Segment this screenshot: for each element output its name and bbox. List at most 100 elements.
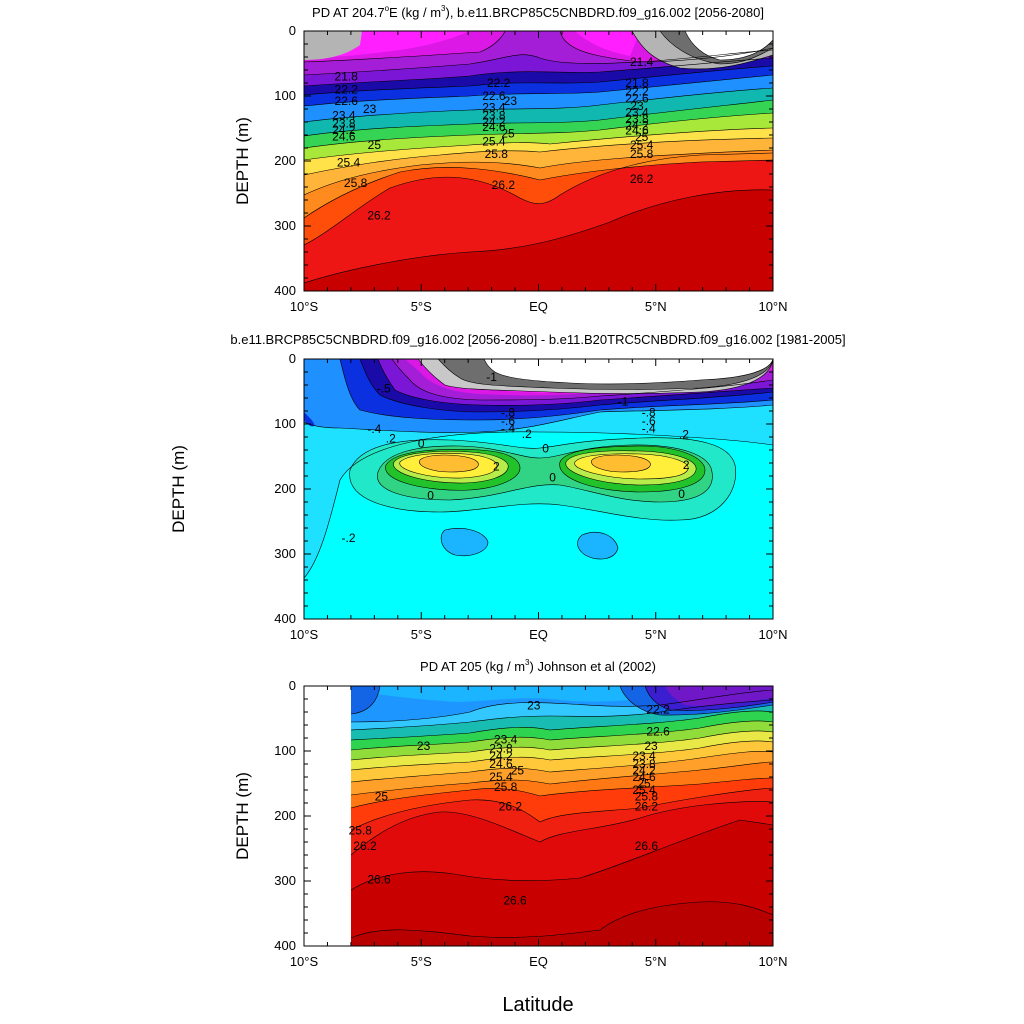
contour-label: 25 <box>501 127 515 141</box>
contour-label: 23 <box>363 102 377 116</box>
contour-label: 0 <box>427 489 434 503</box>
contour-label: 23 <box>630 99 644 113</box>
contour-label: -.4 <box>501 422 515 436</box>
contour-label: 23 <box>527 699 541 713</box>
contour-label: 24.2 <box>632 764 656 778</box>
panel-1-plot: 21.822.222.62323.423.824.224.62525.425.8… <box>304 31 773 291</box>
panel-3-ylabel: DEPTH (m) <box>233 772 252 860</box>
contour-label: 23.4 <box>482 101 506 115</box>
x-tick-label: 5°S <box>411 299 432 314</box>
contour-label: .2 <box>386 431 396 445</box>
y-tick-label: 0 <box>289 351 296 366</box>
panel-2: b.e11.BRCP85C5CNBDRD.f09_g16.002 [2056-2… <box>169 332 846 642</box>
contour-label: 23.8 <box>489 741 513 755</box>
panel-2-ylabel: DEPTH (m) <box>169 445 188 533</box>
y-tick-label: 0 <box>289 678 296 693</box>
x-tick-label: EQ <box>529 627 548 642</box>
contour-label: 26.6 <box>503 894 527 908</box>
contour-label: 25 <box>368 138 382 152</box>
contour-label: 25.4 <box>632 783 656 797</box>
contour-label: 25.4 <box>482 135 506 149</box>
contour-label: 24.2 <box>332 123 356 137</box>
contour-label: 2 <box>683 458 690 472</box>
contour-label: 22.6 <box>646 725 670 739</box>
contour-label: 23.4 <box>625 105 649 119</box>
panel-1-ylabel: DEPTH (m) <box>233 117 252 205</box>
contour-label: 25 <box>637 777 651 791</box>
y-tick-label: 400 <box>274 611 296 626</box>
contour-label: 23 <box>417 739 431 753</box>
contour-label: -.4 <box>367 422 381 436</box>
contour-label: -1 <box>618 394 629 408</box>
x-tick-label: 5°N <box>645 954 667 969</box>
contour-label: 21.8 <box>335 70 359 84</box>
contour-label: -1 <box>486 370 497 384</box>
contour-label: 22.6 <box>482 89 506 103</box>
panel-3-title: PD AT 205 (kg / m3) Johnson et al (2002) <box>420 658 656 674</box>
contour-label: 25.4 <box>489 770 513 784</box>
contour-label: 0 <box>549 470 556 484</box>
contour-label: 23.8 <box>332 116 356 130</box>
contour-label: 0 <box>678 487 685 501</box>
contour-label: 0 <box>542 442 549 456</box>
y-tick-label: 200 <box>274 808 296 823</box>
contour-label: 22.2 <box>335 83 359 97</box>
contour-label: 25.8 <box>344 176 368 190</box>
panel-1-axes: 10°S 5°S EQ 5°N 10°N 0 100 200 300 400 <box>274 23 787 314</box>
x-tick-label: 5°N <box>645 299 667 314</box>
y-tick-label: 300 <box>274 873 296 888</box>
panel-2-title: b.e11.BRCP85C5CNBDRD.f09_g16.002 [2056-2… <box>230 332 845 347</box>
contour-label: 25 <box>635 130 649 144</box>
contour-label: 25.8 <box>349 823 373 837</box>
contour-label: 23.8 <box>482 109 506 123</box>
y-tick-label: 100 <box>274 88 296 103</box>
x-tick-label: 5°S <box>411 954 432 969</box>
y-tick-label: 200 <box>274 481 296 496</box>
contour-label: 26.6 <box>367 873 391 887</box>
x-tick-label: 10°N <box>758 954 787 969</box>
contour-label: 25 <box>511 764 525 778</box>
contour-label: 23 <box>504 94 518 108</box>
y-tick-label: 400 <box>274 938 296 953</box>
y-tick-label: 300 <box>274 546 296 561</box>
x-tick-label: 5°S <box>411 627 432 642</box>
panel-1: PD AT 204.7oE (kg / m3), b.e11.BRCP85C5C… <box>233 4 788 314</box>
contour-label: 24.2 <box>482 115 506 129</box>
contour-label: 26.6 <box>635 839 659 853</box>
panel-1-title: PD AT 204.7oE (kg / m3), b.e11.BRCP85C5C… <box>312 4 764 20</box>
y-tick-label: 0 <box>289 23 296 38</box>
contour-label: 24.6 <box>632 770 656 784</box>
contour-label: 2 <box>493 459 500 473</box>
x-tick-label: 10°S <box>290 627 319 642</box>
y-tick-label: 100 <box>274 743 296 758</box>
contour-label: 26.2 <box>353 839 377 853</box>
x-tick-label: 5°N <box>645 627 667 642</box>
contour-label: 23 <box>644 739 658 753</box>
contour-label: 24.6 <box>332 129 356 143</box>
contour-label: 26.2 <box>630 172 654 186</box>
x-tick-label: EQ <box>529 954 548 969</box>
contour-label: 23.4 <box>494 732 518 746</box>
y-tick-label: 200 <box>274 153 296 168</box>
contour-label: 25.8 <box>485 147 509 161</box>
contour-label: 26.2 <box>367 209 391 223</box>
contour-label: 22.2 <box>625 84 649 98</box>
contour-label: -.6 <box>642 414 656 428</box>
contour-label: .2 <box>679 427 689 441</box>
contour-label: 25.4 <box>337 155 361 169</box>
x-tick-label: 10°S <box>290 954 319 969</box>
contour-label: 23.4 <box>632 749 656 763</box>
contour-label: -.2 <box>342 531 356 545</box>
panel-3-axes: 10°S 5°S EQ 5°N 10°N 0 100 200 300 400 <box>274 678 787 969</box>
x-tick-label: EQ <box>529 299 548 314</box>
y-tick-label: 400 <box>274 283 296 298</box>
contour-label: 22.6 <box>335 94 359 108</box>
x-tick-label: 10°N <box>758 299 787 314</box>
panel-3: PD AT 205 (kg / m3) Johnson et al (2002) <box>233 658 788 969</box>
contour-label: 21.4 <box>630 55 654 69</box>
y-tick-label: 100 <box>274 416 296 431</box>
contour-label: 26.2 <box>499 799 523 813</box>
